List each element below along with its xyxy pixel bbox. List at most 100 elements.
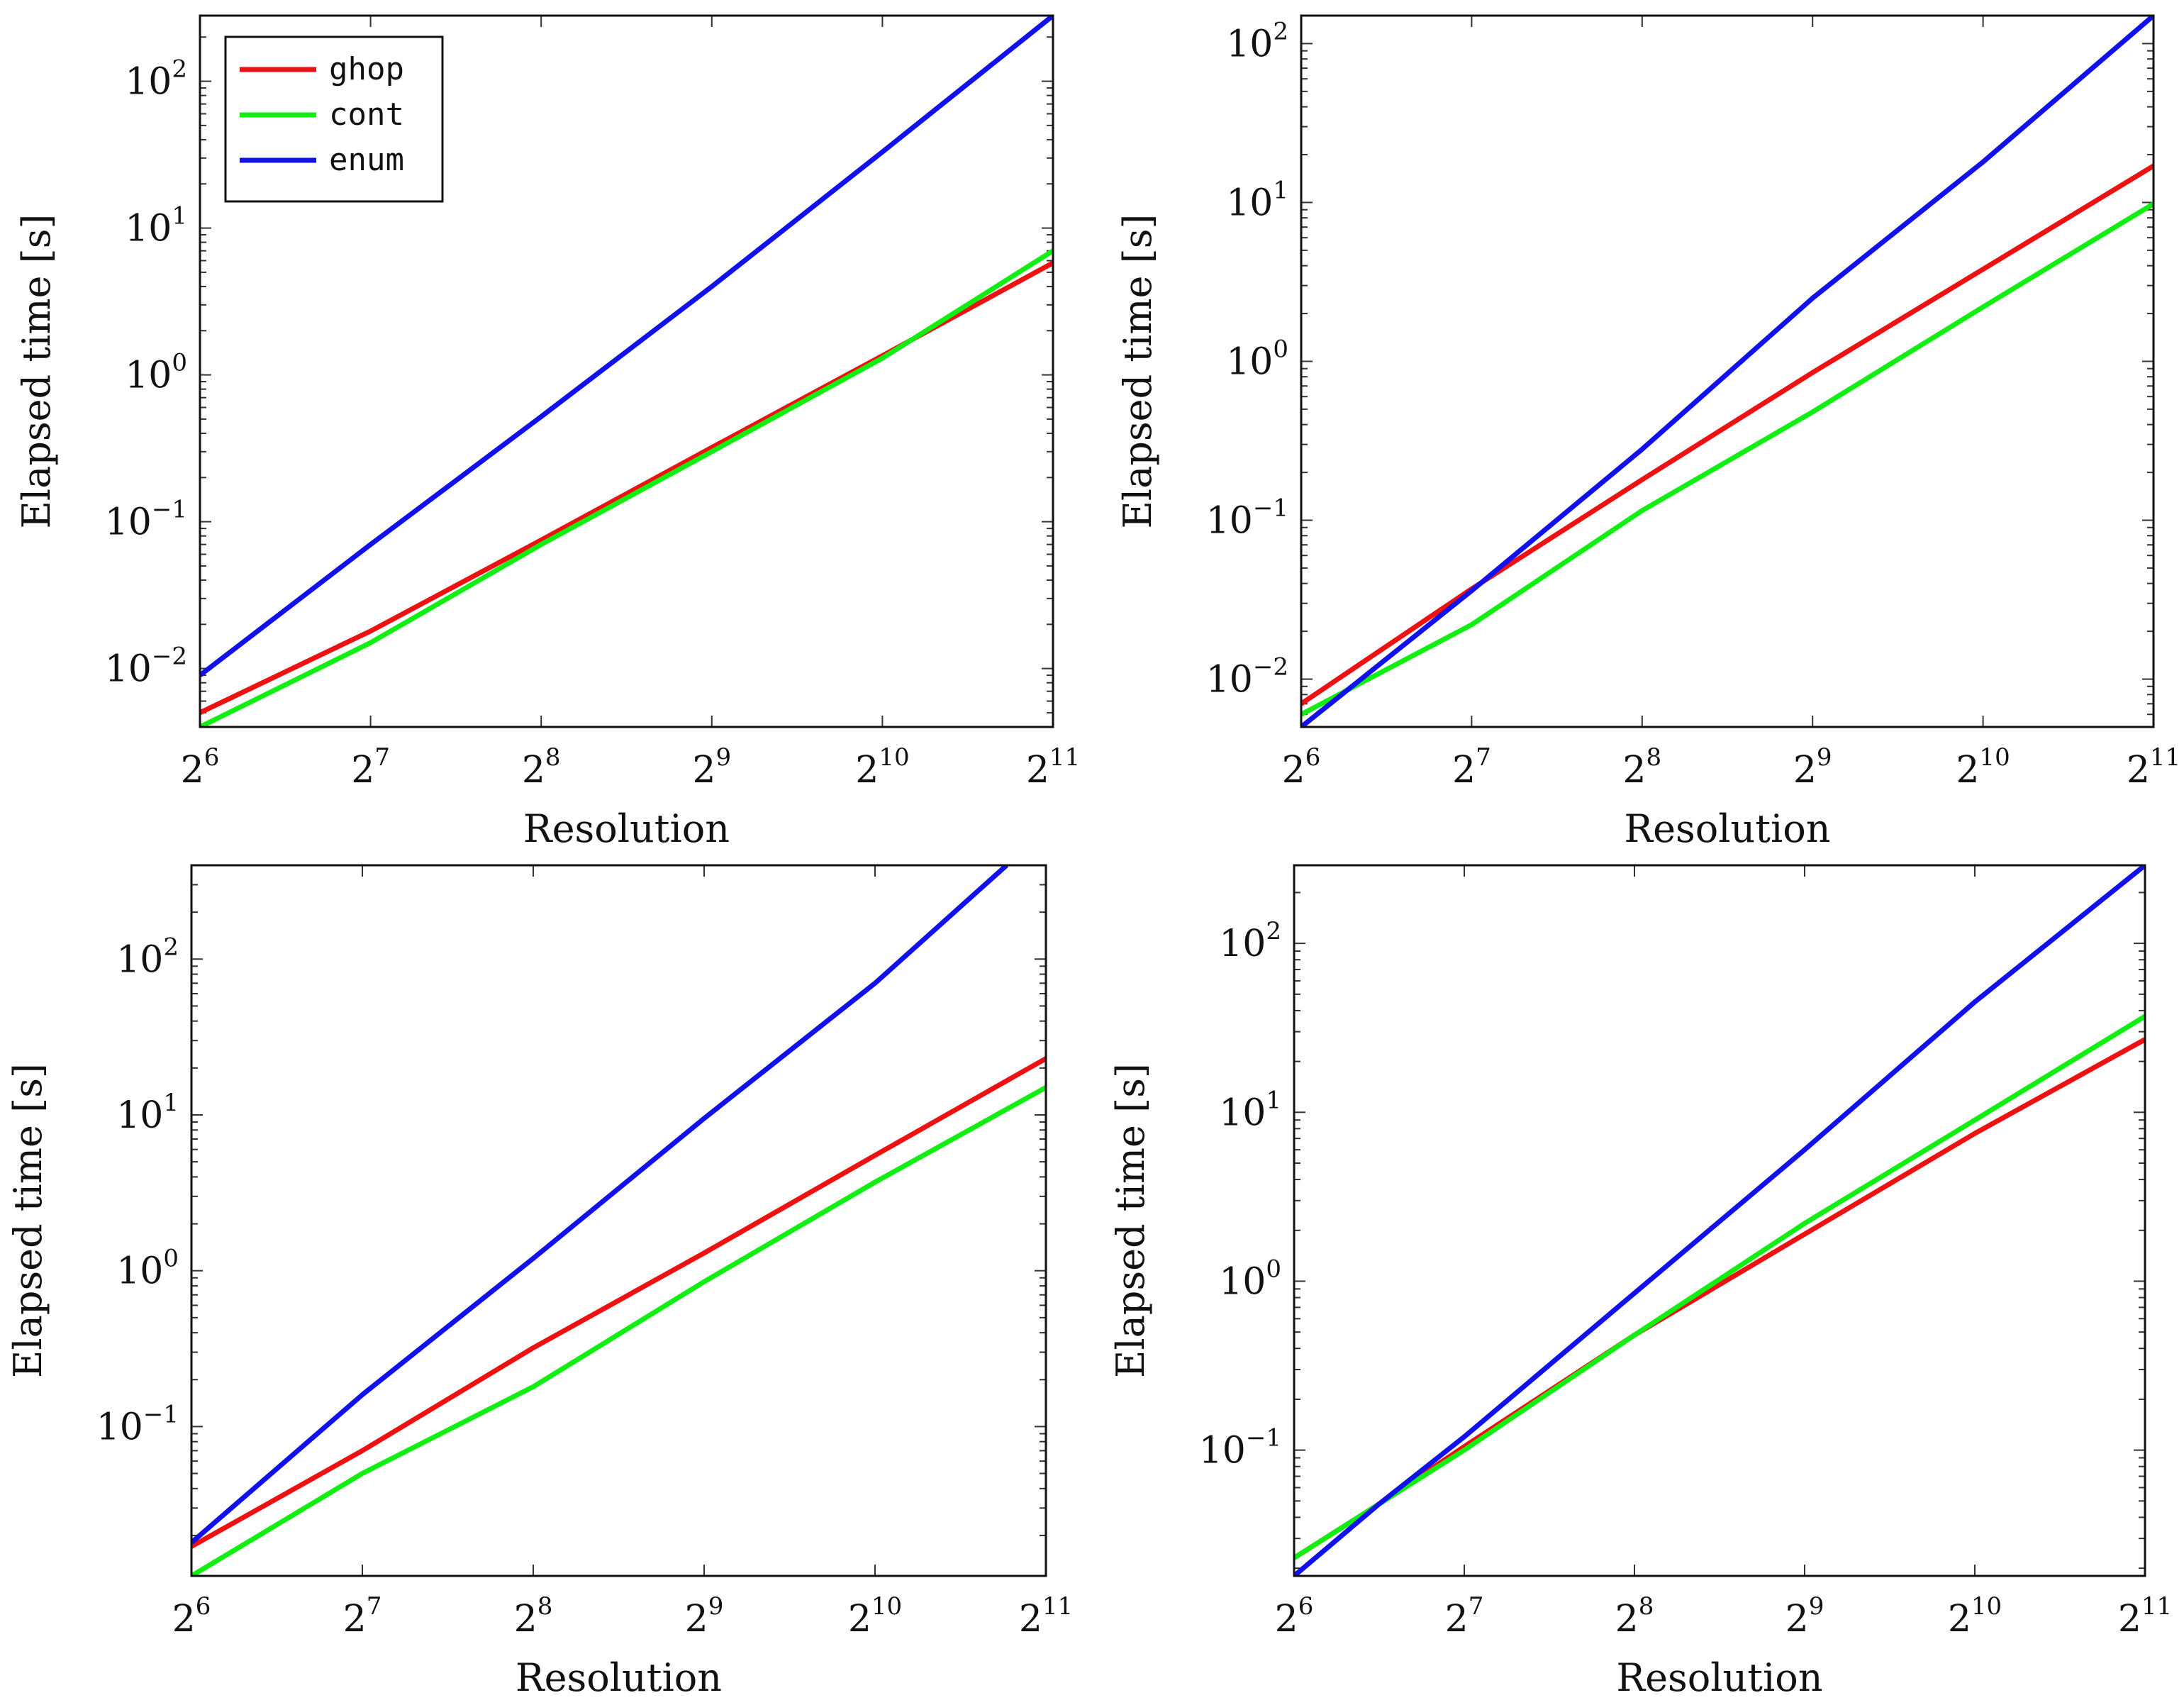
x-tick-label-base: 2	[1956, 749, 1979, 792]
y-axis-title: Elapsed time [s]	[6, 1063, 50, 1378]
x-tick-label-base: 2	[172, 1598, 196, 1640]
y-tick-label-exponent: 2	[163, 933, 179, 961]
x-tick-label-base: 2	[1948, 1598, 1971, 1640]
y-tick-label-exponent: −1	[152, 496, 187, 524]
x-axis-title: Resolution	[523, 806, 730, 851]
x-tick-label-exponent: 6	[1305, 743, 1321, 772]
y-tick-label-base: 10	[1219, 923, 1266, 965]
y-tick-label-base: 10	[1226, 182, 1273, 224]
y-tick-label-exponent: 0	[172, 349, 187, 377]
x-tick-label-exponent: 10	[1971, 1592, 2002, 1621]
x-tick-label-base: 2	[692, 749, 715, 792]
x-tick-label-base: 2	[1452, 749, 1476, 792]
x-tick-label-base: 2	[514, 1598, 537, 1640]
x-tick-label-exponent: 9	[1817, 743, 1832, 772]
y-tick-label: 100	[1226, 335, 1288, 384]
series-line-enum	[1294, 865, 2145, 1576]
x-tick-label-base: 2	[2118, 1598, 2141, 1640]
x-axis-title: Resolution	[1616, 1655, 1822, 1700]
x-tick-label-exponent: 9	[1809, 1592, 1824, 1621]
x-tick-label-base: 2	[1793, 749, 1817, 792]
x-tick-label: 26	[181, 743, 220, 792]
x-tick-label: 211	[2127, 743, 2180, 792]
y-tick-label-base: 10	[125, 61, 172, 104]
legend-label-ghop: ghop	[329, 51, 404, 87]
y-tick-label-exponent: 1	[1273, 176, 1288, 204]
y-tick-label-exponent: 0	[163, 1245, 179, 1273]
y-tick-label-base: 10	[105, 648, 152, 691]
x-tick-label: 211	[1019, 1592, 1073, 1640]
x-tick-label: 29	[1785, 1592, 1824, 1640]
y-tick-label-base: 10	[1226, 341, 1273, 384]
x-tick-label-base: 2	[1445, 1598, 1469, 1640]
x-tick-label-exponent: 10	[871, 1592, 902, 1621]
series-line-ghop	[191, 1056, 1046, 1549]
x-tick-label-exponent: 7	[1476, 743, 1491, 772]
y-tick-label: 101	[1219, 1086, 1281, 1134]
x-tick-label-exponent: 7	[367, 1592, 382, 1621]
x-tick-label: 27	[343, 1592, 382, 1640]
x-tick-label: 26	[1282, 743, 1321, 792]
x-tick-label-exponent: 7	[1469, 1592, 1484, 1621]
x-tick-label: 27	[351, 743, 390, 792]
x-tick-label-exponent: 6	[196, 1592, 211, 1621]
y-tick-label-base: 10	[1199, 1430, 1246, 1472]
y-tick-label-base: 10	[116, 938, 163, 981]
legend-label-enum: enum	[329, 142, 404, 178]
x-tick-label: 26	[1275, 1592, 1314, 1640]
series-line-ghop	[1294, 1037, 2145, 1560]
legend-box	[224, 35, 444, 203]
x-tick-label-exponent: 10	[879, 743, 909, 772]
y-tick-label-exponent: 1	[172, 202, 187, 231]
y-tick-label: 10−1	[105, 496, 187, 544]
x-axis-title: Resolution	[516, 1655, 722, 1700]
plot-frame	[199, 14, 1054, 728]
x-tick-label-base: 2	[1282, 749, 1305, 792]
x-tick-label-exponent: 11	[2150, 743, 2180, 772]
series-line-cont	[200, 248, 1053, 727]
x-tick-label: 210	[1956, 743, 2010, 792]
x-tick-label: 210	[848, 1592, 902, 1640]
x-tick-label-exponent: 8	[1647, 743, 1662, 772]
series-line-ghop	[1301, 163, 2154, 706]
y-tick-label-base: 10	[1219, 1260, 1266, 1303]
series-line-cont	[191, 1085, 1046, 1576]
x-tick-label: 28	[1622, 743, 1661, 792]
x-tick-label: 210	[1948, 1592, 2002, 1640]
y-tick-label: 102	[1219, 917, 1281, 965]
y-tick-label-exponent: 2	[1273, 17, 1288, 45]
x-tick-label: 26	[172, 1592, 211, 1640]
x-tick-label-base: 2	[1785, 1598, 1809, 1640]
y-tick-label-base: 10	[105, 501, 152, 544]
y-tick-label: 100	[125, 349, 187, 397]
plot-frame	[1293, 864, 2146, 1577]
y-tick-label-exponent: 2	[172, 55, 187, 84]
y-tick-label-base: 10	[1219, 1092, 1266, 1134]
x-tick-label-exponent: 7	[374, 743, 390, 772]
x-tick-label-base: 2	[1275, 1598, 1298, 1640]
y-tick-label: 102	[1226, 17, 1288, 65]
x-tick-label-base: 2	[1019, 1598, 1042, 1640]
y-tick-label-exponent: 0	[1273, 335, 1288, 364]
x-tick-label-exponent: 6	[204, 743, 220, 772]
y-tick-label-base: 10	[125, 355, 172, 397]
x-tick-label-base: 2	[343, 1598, 367, 1640]
x-tick-label-base: 2	[181, 749, 204, 792]
x-tick-label: 27	[1445, 1592, 1484, 1640]
y-tick-label-exponent: 0	[1266, 1255, 1281, 1283]
x-tick-label-base: 2	[1615, 1598, 1639, 1640]
x-tick-label: 28	[522, 743, 561, 792]
y-tick-label-exponent: −2	[1253, 653, 1288, 682]
x-tick-label-exponent: 6	[1298, 1592, 1314, 1621]
y-tick-label-base: 10	[125, 208, 172, 250]
x-tick-label-base: 2	[2127, 749, 2150, 792]
plot-frame	[1300, 14, 2155, 728]
x-tick-label-exponent: 9	[708, 1592, 724, 1621]
y-tick-label: 10−1	[96, 1400, 179, 1448]
y-tick-label-exponent: −1	[143, 1400, 179, 1428]
y-tick-label-exponent: 1	[1266, 1086, 1281, 1114]
x-tick-label-base: 2	[1026, 749, 1049, 792]
y-tick-label: 102	[116, 933, 179, 981]
